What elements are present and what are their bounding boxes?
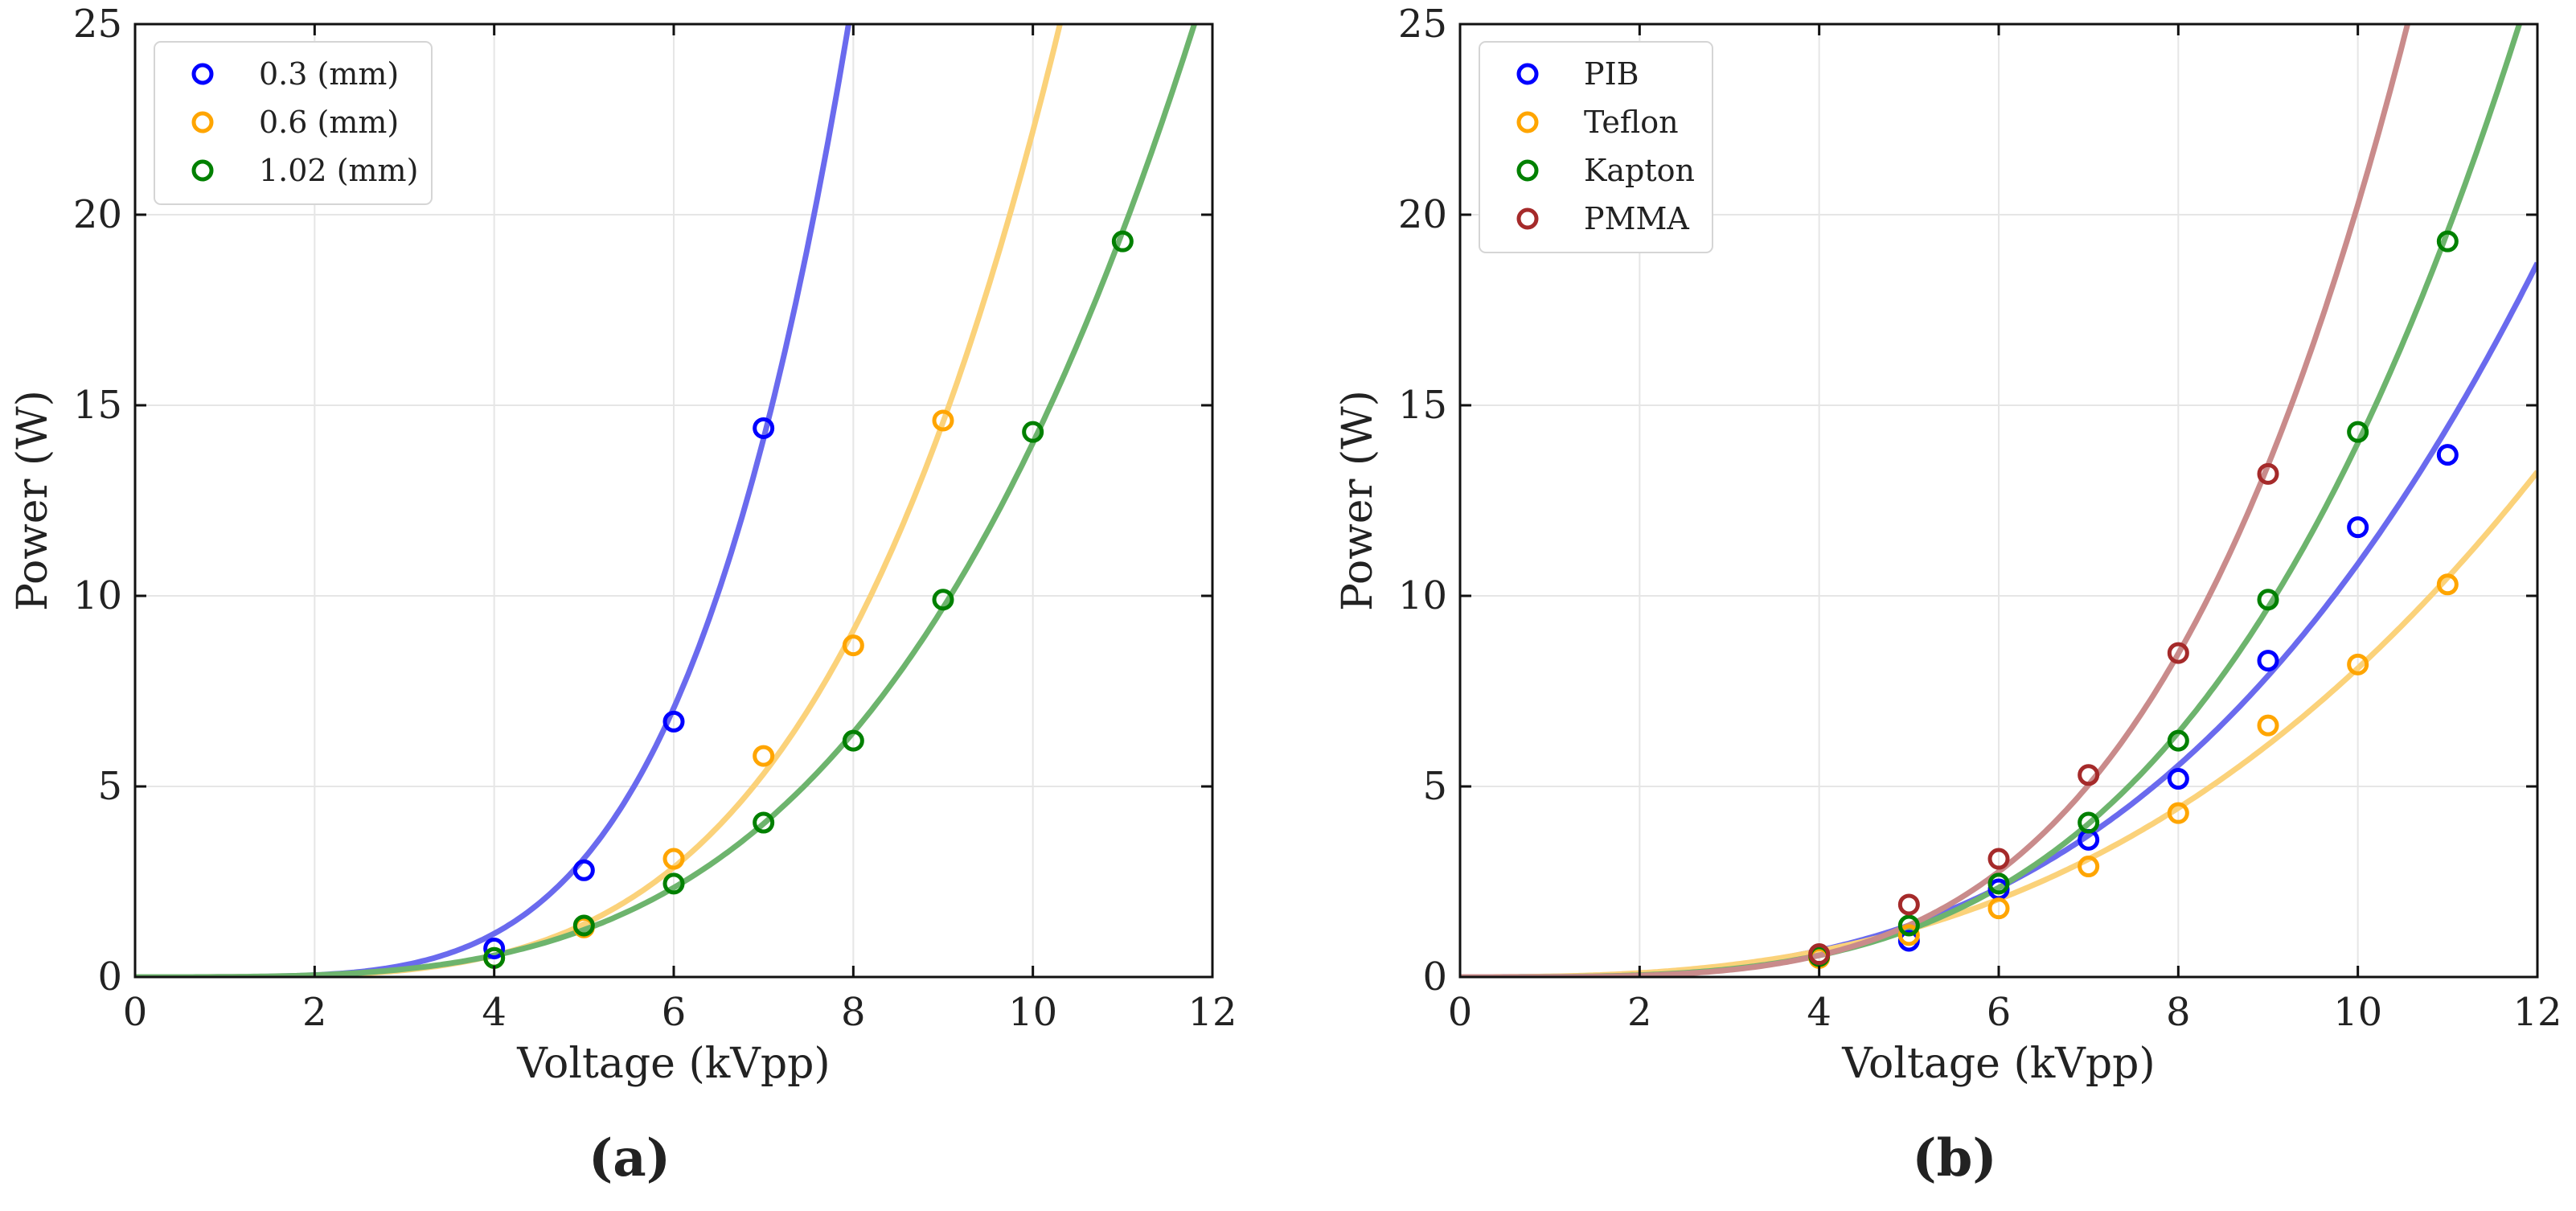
legend-marker: [1516, 63, 1539, 85]
legend-box: [1479, 41, 1713, 253]
y-tick-label: 0: [1422, 954, 1447, 1000]
y-tick-label: 10: [73, 573, 122, 618]
axis-ticks: 0 2 4 6 8 10 12 0 5 10 15 20 25: [1398, 2, 2562, 1035]
legend-marker: [191, 111, 214, 133]
legend-box: [154, 41, 433, 205]
data-point: [2436, 444, 2459, 466]
y-tick-label: 0: [97, 954, 122, 1000]
data-point: [2347, 653, 2369, 675]
legend-label: 0.3 (mm): [259, 56, 399, 92]
data-point: [662, 872, 685, 895]
legend: 0.3 (mm) 0.6 (mm) 1.02 (mm): [154, 41, 433, 205]
y-tick-label: 15: [73, 383, 122, 428]
y-tick-label: 5: [1422, 764, 1447, 809]
data-point: [1897, 914, 1920, 937]
x-tick-label: 8: [841, 990, 866, 1035]
x-tick-label: 4: [482, 990, 507, 1035]
data-point: [1987, 897, 2010, 920]
x-tick-label: 10: [2333, 990, 2382, 1035]
data-point: [2078, 811, 2100, 834]
x-tick-label: 10: [1008, 990, 1057, 1035]
legend-marker: [1516, 159, 1539, 182]
data-point: [1111, 230, 1134, 252]
data-point: [1987, 848, 2010, 870]
data-point: [932, 409, 954, 432]
y-tick-label: 25: [73, 2, 122, 47]
data-point: [2257, 462, 2279, 485]
legend-label: 0.6 (mm): [259, 105, 399, 140]
legend-label: PMMA: [1584, 201, 1689, 236]
y-axis-title: Power (W): [9, 390, 57, 611]
data-point: [662, 710, 685, 733]
x-tick-label: 2: [302, 990, 327, 1035]
data-point: [932, 589, 954, 611]
y-tick-label: 20: [1398, 192, 1447, 237]
panel-label-a: (a): [589, 1128, 671, 1188]
data-point: [842, 634, 864, 657]
legend-marker: [1516, 207, 1539, 230]
data-point: [572, 859, 595, 881]
data-point: [1022, 421, 1044, 443]
data-point: [753, 811, 775, 834]
y-axis-title: Power (W): [1334, 390, 1382, 611]
legend-marker: [1516, 111, 1539, 133]
x-axis-title: Voltage (kVpp): [1841, 1040, 2155, 1088]
y-tick-label: 15: [1398, 383, 1447, 428]
data-point: [2257, 714, 2279, 737]
x-tick-label: 6: [662, 990, 687, 1035]
data-point: [2257, 589, 2279, 611]
legend-marker: [191, 159, 214, 182]
data-point: [2167, 642, 2189, 664]
data-point: [753, 417, 775, 439]
y-tick-label: 10: [1398, 573, 1447, 618]
data-point: [2347, 421, 2369, 443]
data-point: [2347, 516, 2369, 539]
legend-label: 1.02 (mm): [259, 153, 418, 188]
legend-label: Kapton: [1584, 153, 1695, 188]
data-point: [2257, 650, 2279, 672]
legend-label: Teflon: [1584, 105, 1679, 140]
legend-marker: [191, 63, 214, 85]
data-point: [753, 745, 775, 767]
data-point: [1808, 943, 1831, 966]
data-point: [2436, 573, 2459, 596]
data-point: [1897, 893, 1920, 916]
chart-panel-a: 0 2 4 6 8 10 12 0 5 10 15 20 25 0.3 (mm) 0.6 (mm) 1.02…: [9, 2, 1237, 1188]
x-tick-label: 12: [1188, 990, 1237, 1035]
x-tick-label: 12: [2512, 990, 2562, 1035]
x-tick-label: 2: [1627, 990, 1652, 1035]
data-points: [1808, 230, 2459, 969]
data-point: [2078, 856, 2100, 878]
data-point: [1897, 924, 1920, 946]
data-point: [2436, 230, 2459, 252]
x-tick-label: 4: [1807, 990, 1832, 1035]
data-point: [842, 729, 864, 752]
legend-label: PIB: [1584, 56, 1639, 92]
x-tick-label: 0: [123, 990, 148, 1035]
y-tick-label: 5: [97, 764, 122, 809]
x-tick-label: 0: [1448, 990, 1473, 1035]
panel-label-b: (b): [1912, 1128, 1996, 1188]
x-axis-title: Voltage (kVpp): [516, 1040, 830, 1088]
legend: PIB Teflon Kapton PMMA: [1479, 41, 1713, 253]
y-tick-label: 25: [1398, 2, 1447, 47]
axis-ticks: 0 2 4 6 8 10 12 0 5 10 15 20 25: [73, 2, 1237, 1035]
data-point: [483, 937, 506, 959]
data-point: [2167, 729, 2189, 752]
data-point: [1987, 872, 2010, 895]
data-point: [2078, 764, 2100, 786]
data-point: [2167, 768, 2189, 790]
x-tick-label: 6: [1987, 990, 2012, 1035]
y-tick-label: 20: [73, 192, 122, 237]
x-tick-label: 8: [2166, 990, 2191, 1035]
data-point: [662, 848, 685, 870]
data-point: [572, 914, 595, 937]
data-point: [2167, 802, 2189, 824]
